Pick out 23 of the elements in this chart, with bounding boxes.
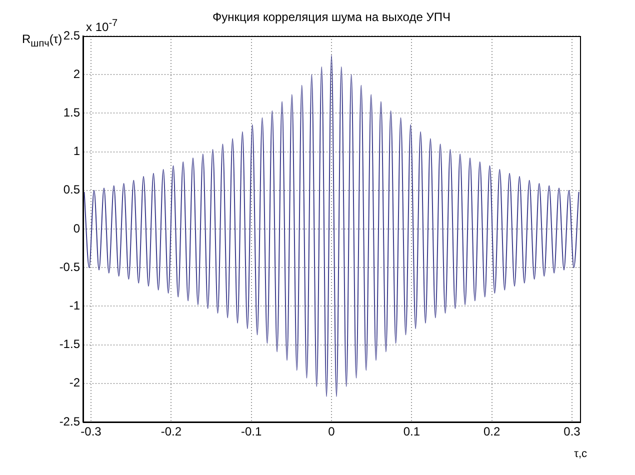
y-tick-label: -1 [69,298,80,313]
y-tick-label: 1.5 [63,106,80,120]
text: x 10$^{-7}$ [86,18,118,34]
y-tick-label: -0.5 [59,260,80,274]
y-tick-label: -2 [69,376,80,390]
y-tick-label: 2 [73,66,80,81]
x-tick-label: 0 [328,424,336,439]
x-tick-label: -0.3 [80,424,102,439]
x-tick-label: -0.2 [160,424,182,439]
chart-title: Функция корреляция шума на выходе УПЧ [212,10,450,24]
line-series [84,54,580,398]
y-tick-label: 2.5 [63,28,80,42]
y-tick-label: -1.5 [59,337,80,352]
y-axis-title: R$_{шпч}$(τ) [22,32,62,50]
x-tick-label: 0.1 [403,424,420,439]
x-axis-title: τ,c [574,448,587,460]
y-tick-label: -2.5 [59,414,80,428]
x-tick-label: 0.2 [483,424,500,439]
x-tick-label: -0.1 [240,424,262,439]
y-tick-label: 1 [73,144,80,158]
x-tick-label: 0.3 [564,424,581,439]
y-tick-label: 0 [73,221,80,236]
y-tick-label: 0.5 [63,182,80,197]
